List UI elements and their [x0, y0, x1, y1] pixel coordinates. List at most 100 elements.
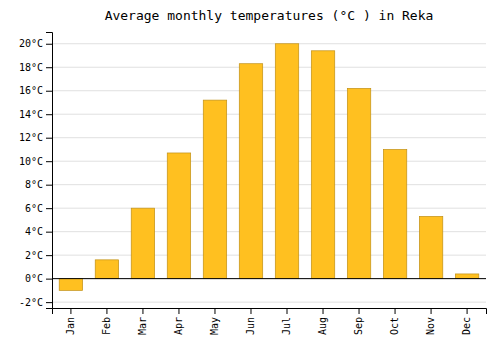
- x-axis: Jan Feb Mar Apr May Jun Jul Aug Sep Oct Nov Dec: [53, 308, 487, 335]
- x-tick: Feb: [101, 308, 112, 335]
- x-tick: Aug: [317, 308, 328, 335]
- x-tick-label: Jul: [281, 317, 292, 335]
- grid-line: [52, 114, 486, 115]
- y-tick-label: 18°C: [19, 62, 43, 73]
- grid-line: [52, 90, 486, 91]
- grid-line: [52, 208, 486, 209]
- y-tick: 12°C: [19, 132, 52, 143]
- plot: -2°C 0°C 2°C 4°C 6°C 8°C 10°C 12°C 14°C 16°C 18°C 2…: [19, 33, 487, 336]
- y-tick-mark: [46, 302, 52, 303]
- x-tick-mark: [214, 308, 215, 314]
- x-tick-label: Jan: [65, 317, 76, 335]
- x-tick: Dec: [461, 308, 472, 335]
- y-tick-label: 16°C: [19, 85, 43, 96]
- x-tick-mark: [250, 308, 251, 314]
- y-tick-label: 6°C: [25, 203, 43, 214]
- bar: [419, 216, 442, 278]
- y-tick: 8°C: [25, 179, 52, 190]
- x-tick-label: Feb: [101, 317, 112, 335]
- y-tick-label: 20°C: [19, 38, 43, 49]
- grid: [52, 44, 486, 302]
- x-tick-label: Apr: [173, 317, 184, 335]
- chart: -2°C 0°C 2°C 4°C 6°C 8°C 10°C 12°C 14°C 16°C 18°C 2…: [0, 0, 500, 350]
- y-tick: 6°C: [25, 203, 52, 214]
- y-tick: 4°C: [25, 226, 52, 237]
- x-tick: Apr: [173, 308, 184, 335]
- bar: [131, 208, 154, 278]
- x-tick-label: Jun: [245, 317, 256, 335]
- y-tick: -2°C: [19, 297, 52, 308]
- y-tick-mark: [46, 114, 52, 115]
- x-tick: Mar: [137, 308, 148, 335]
- zero-line: [52, 278, 486, 279]
- x-tick: May: [209, 308, 220, 335]
- y-tick-label: 4°C: [25, 226, 43, 237]
- bar: [203, 100, 226, 279]
- y-tick-mark: [46, 67, 52, 68]
- grid-line: [52, 43, 486, 44]
- x-tick-label: Aug: [317, 317, 328, 335]
- y-tick-label: 14°C: [19, 109, 43, 120]
- grid-line: [52, 137, 486, 138]
- x-tick-label: Sep: [353, 317, 364, 335]
- y-tick-mark: [46, 44, 52, 45]
- x-tick: Oct: [389, 308, 400, 335]
- bars: [59, 44, 479, 291]
- y-tick-label: -2°C: [19, 297, 43, 308]
- x-tick-mark: [70, 308, 71, 314]
- x-tick-mark: [178, 308, 179, 314]
- y-tick-label: 0°C: [25, 273, 43, 284]
- bar: [95, 260, 118, 279]
- grid-line: [52, 302, 486, 303]
- bar: [455, 274, 478, 279]
- x-tick-label: Nov: [425, 317, 436, 335]
- y-tick: 0°C: [25, 273, 52, 284]
- x-tick: Jan: [65, 308, 76, 335]
- x-tick-mark: [287, 308, 288, 314]
- y-tick-mark: [46, 138, 52, 139]
- x-tick-mark: [323, 308, 324, 314]
- y-tick-mark: [46, 279, 52, 280]
- y-tick-label: 10°C: [19, 156, 43, 167]
- y-tick: 16°C: [19, 85, 52, 96]
- y-tick: 20°C: [19, 38, 52, 49]
- bar: [167, 153, 190, 279]
- grid-line: [52, 67, 486, 68]
- x-tick-mark: [142, 308, 143, 314]
- grid-line: [52, 161, 486, 162]
- y-tick-label: 8°C: [25, 179, 43, 190]
- y-tick-mark: [46, 232, 52, 233]
- bar: [383, 149, 406, 278]
- grid-line: [52, 278, 486, 279]
- y-tick-mark: [46, 255, 52, 256]
- x-tick: Nov: [425, 308, 436, 335]
- x-tick: Sep: [353, 308, 364, 335]
- x-tick-mark: [106, 308, 107, 314]
- x-tick: Jul: [281, 308, 292, 335]
- grid-line: [52, 184, 486, 185]
- y-axis-line: [46, 33, 53, 309]
- x-tick: Jun: [245, 308, 256, 335]
- y-tick: 18°C: [19, 62, 52, 73]
- y-tick-mark: [46, 185, 52, 186]
- y-tick-mark: [46, 91, 52, 92]
- x-axis-line: [53, 309, 487, 315]
- bar: [275, 44, 298, 279]
- y-tick-label: 2°C: [25, 250, 43, 261]
- x-tick-mark: [359, 308, 360, 314]
- x-tick-label: Dec: [461, 317, 472, 335]
- y-tick: 10°C: [19, 156, 52, 167]
- y-tick: 14°C: [19, 109, 52, 120]
- y-tick-mark: [46, 208, 52, 209]
- title: Average monthly temperatures (°C ) in Re…: [105, 8, 434, 23]
- y-tick: 2°C: [25, 250, 52, 261]
- x-tick-label: Mar: [137, 317, 148, 335]
- y-axis: -2°C 0°C 2°C 4°C 6°C 8°C 10°C 12°C 14°C 16°C 18°C 2…: [19, 33, 53, 309]
- x-tick-mark: [467, 308, 468, 314]
- bar: [59, 279, 82, 291]
- y-tick-label: 12°C: [19, 132, 43, 143]
- x-tick-mark: [395, 308, 396, 314]
- x-tick-label: May: [209, 317, 220, 335]
- bar: [311, 51, 334, 279]
- x-tick-label: Oct: [389, 317, 400, 335]
